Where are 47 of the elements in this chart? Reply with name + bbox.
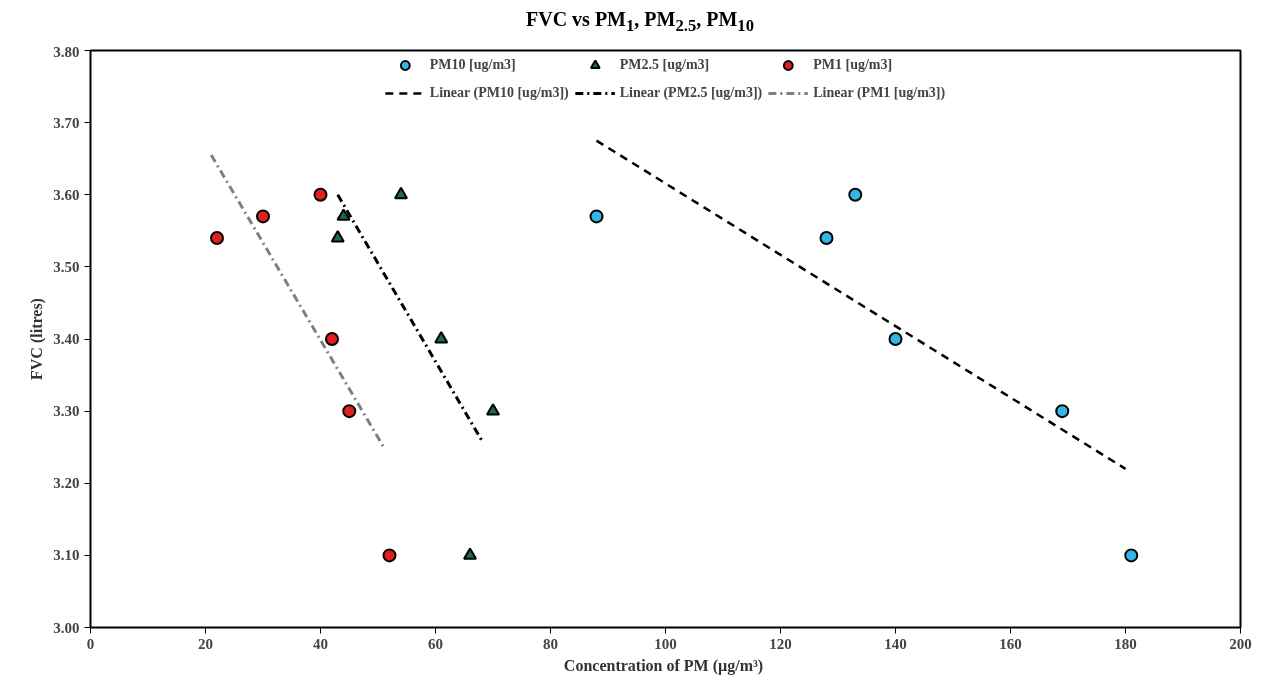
x-tick-label: 20	[198, 635, 213, 652]
legend-label: Linear (PM1 [ug/m3])	[813, 84, 946, 102]
point	[336, 208, 351, 221]
legend-label: Linear (PM2.5 [ug/m3])	[619, 84, 763, 102]
point	[1124, 548, 1139, 563]
chart-title: FVC vs PM$_{1}$, PM$_{2.5}$, PM$_{10}$	[526, 7, 754, 37]
point	[434, 331, 449, 344]
point	[256, 209, 270, 224]
legend-label: PM2.5 [ug/m3]	[619, 56, 710, 74]
y-tick-label: 3.40	[53, 331, 80, 347]
point	[394, 186, 408, 200]
point	[313, 187, 328, 202]
x-tick-label: 0	[86, 635, 95, 652]
y-tick-label: 3.00	[53, 619, 80, 636]
y-tick-label: 3.20	[53, 475, 80, 492]
x-tick-label: 40	[313, 635, 328, 652]
y-tick-label: 3.70	[53, 114, 80, 131]
point	[342, 404, 357, 419]
point	[210, 231, 224, 246]
point	[463, 547, 477, 560]
legend-label: PM10 [ug/m3]	[429, 56, 516, 74]
point	[888, 332, 903, 346]
point	[325, 332, 339, 346]
x-tick-label: 100	[654, 635, 677, 652]
point	[589, 209, 604, 224]
y-tick-label: 3.80	[53, 43, 80, 60]
point	[330, 230, 345, 243]
x-tick-label: 140	[884, 635, 907, 652]
point	[382, 548, 397, 563]
x-tick-label: 180	[1114, 635, 1137, 652]
x-tick-label: 160	[999, 635, 1022, 652]
x-tick-label: 200	[1229, 635, 1252, 652]
y-axis-title: FVC (litres)	[28, 298, 47, 380]
point	[819, 231, 834, 246]
x-axis-title: Concentration of PM (µg/m³)	[563, 656, 764, 675]
y-tick-label: 3.60	[53, 186, 80, 203]
y-tick-label: 3.50	[53, 258, 80, 275]
point	[1055, 404, 1070, 419]
x-tick-label: 80	[543, 635, 558, 652]
y-tick-label: 3.30	[53, 403, 80, 420]
x-tick-label: 60	[428, 635, 443, 652]
y-tick-label: 3.10	[53, 547, 80, 564]
point	[486, 403, 500, 416]
x-tick-label: 120	[769, 635, 792, 652]
legend-label: PM1 [ug/m3]	[813, 56, 893, 74]
legend-label: Linear (PM10 [ug/m3])	[429, 84, 569, 102]
point	[848, 187, 863, 202]
